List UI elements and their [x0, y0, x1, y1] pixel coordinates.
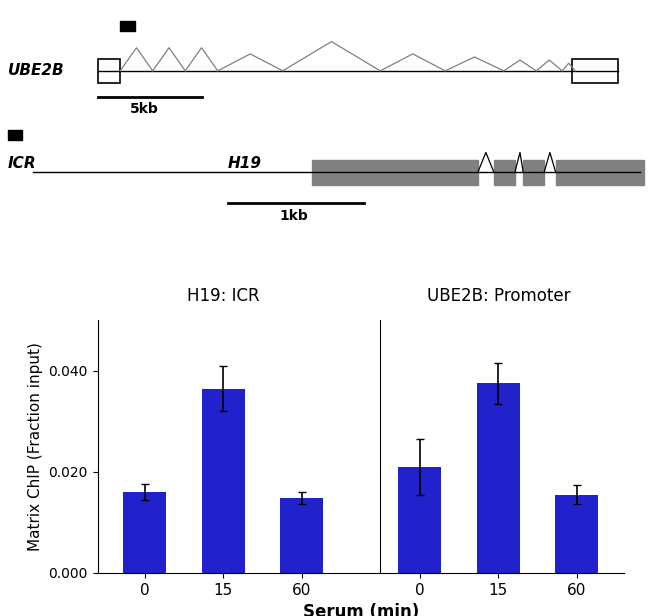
Bar — [555, 495, 599, 573]
Text: 5kb: 5kb — [130, 102, 159, 116]
Bar — [120, 21, 135, 31]
Y-axis label: Matrix ChIP (Fraction input): Matrix ChIP (Fraction input) — [28, 342, 43, 551]
Bar — [572, 59, 618, 83]
Bar — [476, 383, 520, 573]
Bar — [523, 160, 544, 185]
X-axis label: Serum (min): Serum (min) — [303, 603, 419, 616]
Bar — [123, 492, 166, 573]
Text: H19: ICR: H19: ICR — [187, 287, 259, 305]
Bar — [494, 160, 515, 185]
Bar — [98, 59, 120, 83]
Bar — [202, 389, 245, 573]
Bar — [280, 498, 324, 573]
Text: 1kb: 1kb — [280, 209, 308, 222]
Bar — [8, 130, 22, 140]
Text: UBE2B: UBE2B — [8, 63, 64, 78]
Text: ICR: ICR — [8, 156, 36, 171]
Bar — [556, 160, 644, 185]
Text: UBE2B: Promoter: UBE2B: Promoter — [426, 287, 570, 305]
Bar — [312, 160, 478, 185]
Bar — [398, 467, 441, 573]
Text: H19: H19 — [227, 156, 261, 171]
